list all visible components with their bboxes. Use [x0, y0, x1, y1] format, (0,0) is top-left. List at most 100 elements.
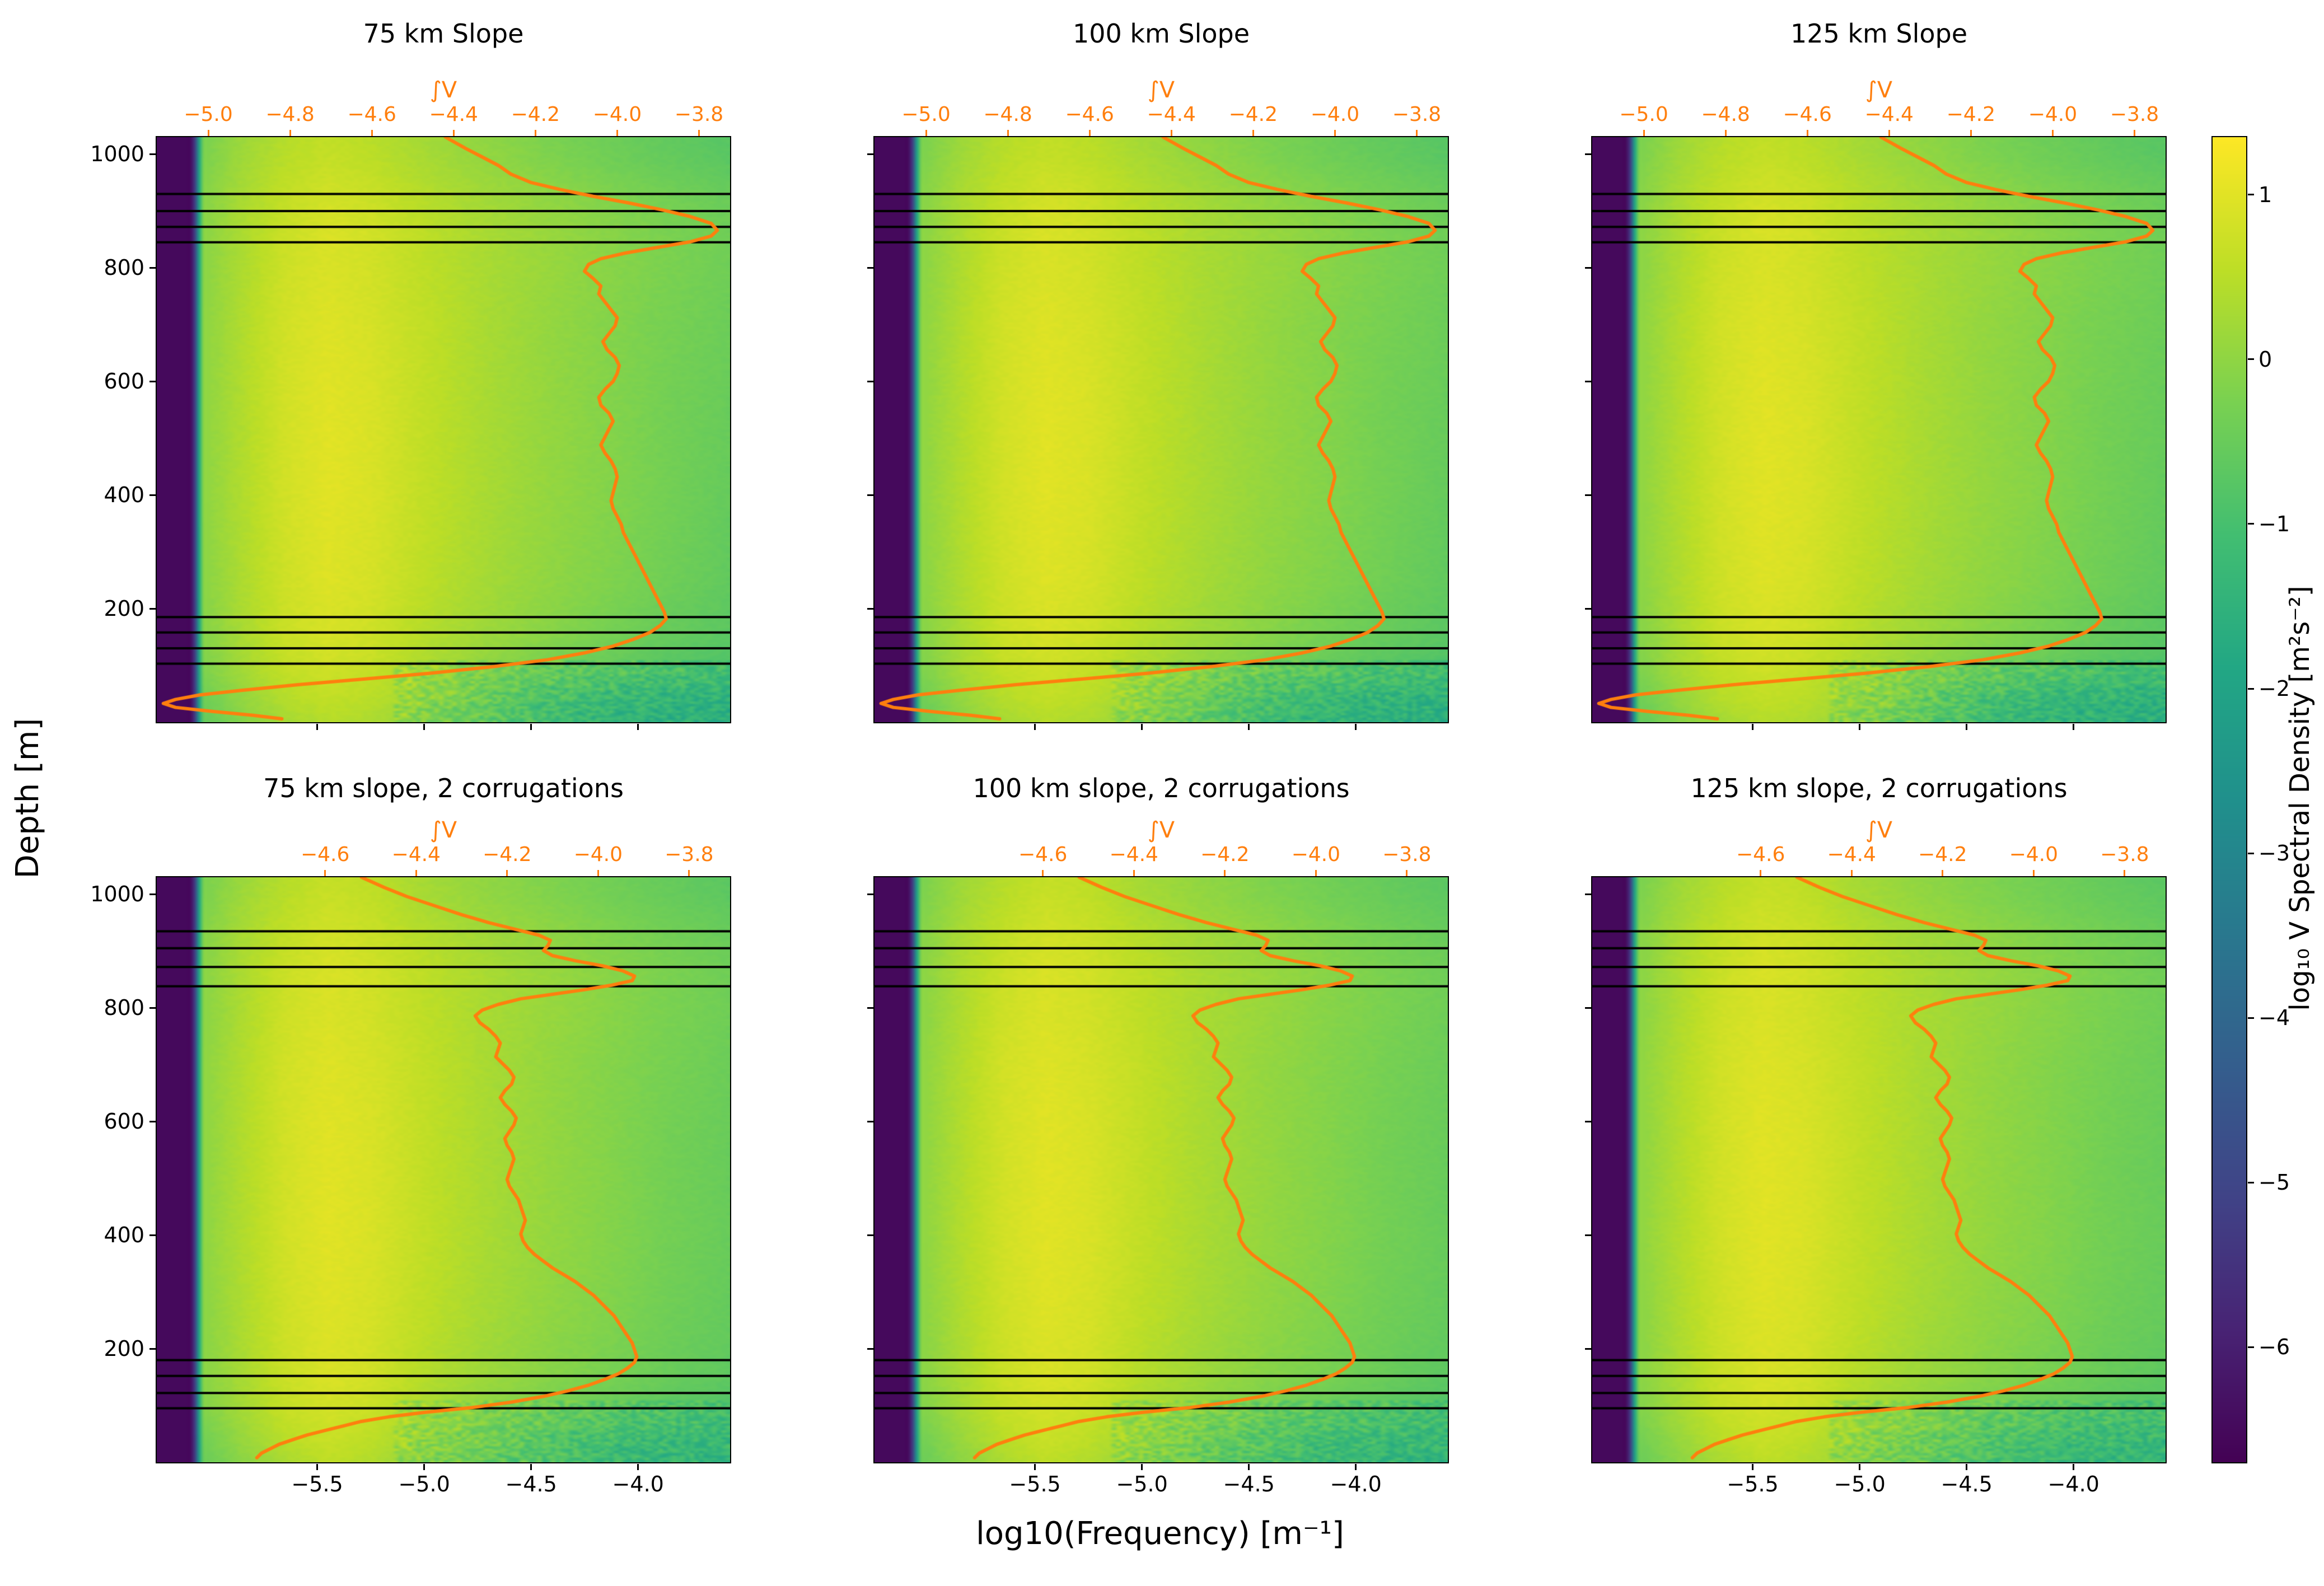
- top-tick-mark: [1724, 129, 1727, 136]
- top-tick-label: −3.8: [674, 103, 724, 126]
- x-tick-mark: [637, 723, 639, 730]
- colorbar-tick-mark: [2247, 852, 2254, 854]
- x-tick-label: −4.0: [2047, 1472, 2099, 1496]
- x-tick-mark: [1034, 723, 1036, 730]
- top-tick-mark: [688, 869, 690, 876]
- y-tick-label: 800: [104, 255, 144, 280]
- top-tick-label: −4.6: [1065, 103, 1114, 126]
- top-tick-label: −4.2: [511, 103, 560, 126]
- top-tick-label: −4.0: [573, 843, 623, 866]
- integral-v-axis-label: ∫V: [1865, 817, 1893, 843]
- y-tick-label: 200: [104, 596, 144, 621]
- panel-4: 75 km slope, 2 corrugations ∫V −4.6 −4.4 −4.…: [90, 775, 731, 1495]
- x-tick-mark: [2073, 723, 2075, 730]
- x-tick-label: −5.5: [1727, 1472, 1779, 1496]
- y-tick-mark: [1584, 153, 1591, 155]
- x-tick-mark: [1141, 1463, 1143, 1470]
- x-tick-label: −5.0: [398, 1472, 450, 1496]
- colorbar-tick-mark: [2247, 1346, 2254, 1348]
- y-tick-mark: [149, 266, 156, 269]
- top-tick-mark: [1888, 129, 1890, 136]
- top-tick-mark: [2133, 129, 2135, 136]
- y-tick-mark: [149, 1234, 156, 1236]
- y-tick-mark: [867, 607, 873, 610]
- top-tick-label: −4.2: [1228, 103, 1278, 126]
- top-tick-label: −4.6: [1018, 843, 1068, 866]
- top-tick-label: −4.8: [1701, 103, 1750, 126]
- top-tick-label: −4.0: [1310, 103, 1360, 126]
- top-tick-mark: [1133, 869, 1135, 876]
- panel-title: 75 km slope, 2 corrugations: [263, 773, 624, 803]
- colorbar-tick-label: −2: [2258, 676, 2290, 701]
- top-tick-mark: [1942, 869, 1944, 876]
- panel-1: 75 km Slope ∫V −5.0 −4.8 −4.6 −4.4 −4.2 −4.0 −3.…: [90, 21, 731, 730]
- top-tick-mark: [1970, 129, 1972, 136]
- x-tick-label: −4.0: [612, 1472, 664, 1496]
- y-tick-mark: [867, 1234, 873, 1236]
- top-tick-label: −4.6: [300, 843, 350, 866]
- x-tick-mark: [1248, 723, 1250, 730]
- top-tick-mark: [1850, 869, 1853, 876]
- colorbar-tick-label: −6: [2258, 1335, 2290, 1360]
- top-tick-mark: [597, 869, 599, 876]
- panel-2: 100 km Slope ∫V −5.0 −4.8 −4.6 −4.4 −4.2 −4.0 −3…: [867, 21, 1449, 730]
- colorbar-tick-label: −5: [2258, 1170, 2290, 1195]
- top-tick-label: −4.2: [1946, 103, 1996, 126]
- top-tick-mark: [1406, 869, 1408, 876]
- integral-v-axis-label: ∫V: [429, 77, 457, 103]
- top-tick-label: −3.8: [2100, 843, 2149, 866]
- colorbar-tick-mark: [2247, 1017, 2254, 1019]
- y-tick-mark: [149, 893, 156, 895]
- x-tick-mark: [1966, 1463, 1968, 1470]
- top-tick-mark: [506, 869, 508, 876]
- y-tick-mark: [867, 1007, 873, 1009]
- top-tick-mark: [415, 869, 417, 876]
- top-tick-mark: [324, 869, 326, 876]
- x-tick-label: −5.5: [291, 1472, 343, 1496]
- x-tick-mark: [1248, 1463, 1250, 1470]
- y-tick-mark: [1584, 380, 1591, 382]
- top-tick-mark: [1224, 869, 1226, 876]
- panel-title: 100 km Slope: [1072, 18, 1250, 49]
- integral-v-axis-label: ∫V: [429, 817, 457, 843]
- y-tick-mark: [1584, 266, 1591, 269]
- top-tick-label: −4.4: [1864, 103, 1914, 126]
- y-tick-mark: [867, 266, 873, 269]
- y-tick-mark: [867, 153, 873, 155]
- x-tick-mark: [316, 1463, 319, 1470]
- top-tick-mark: [1252, 129, 1254, 136]
- top-tick-label: −4.4: [1827, 843, 1876, 866]
- top-tick-label: −4.4: [429, 103, 478, 126]
- y-tick-mark: [867, 494, 873, 496]
- x-tick-mark: [1034, 1463, 1036, 1470]
- y-tick-label: 1000: [90, 142, 144, 167]
- colorbar-tick-label: −4: [2258, 1005, 2290, 1031]
- x-tick-mark: [1859, 723, 1861, 730]
- top-tick-label: −4.4: [1147, 103, 1196, 126]
- top-tick-mark: [2051, 129, 2054, 136]
- y-tick-mark: [867, 893, 873, 895]
- x-tick-mark: [1141, 723, 1143, 730]
- top-tick-label: −4.0: [1291, 843, 1341, 866]
- top-tick-label: −4.6: [1736, 843, 1785, 866]
- ylabel: Depth [m]: [10, 718, 46, 879]
- top-tick-mark: [698, 129, 700, 136]
- top-tick-label: −3.8: [2110, 103, 2159, 126]
- y-tick-mark: [149, 1348, 156, 1350]
- x-tick-mark: [1355, 723, 1357, 730]
- colorbar-tick-label: −1: [2258, 511, 2290, 536]
- y-tick-mark: [1584, 494, 1591, 496]
- x-tick-label: −4.5: [1940, 1472, 1993, 1496]
- y-tick-mark: [1584, 1007, 1591, 1009]
- colorbar-tick-label: −3: [2258, 841, 2290, 866]
- heatmap-canvas: [875, 137, 1448, 722]
- y-tick-mark: [867, 1348, 873, 1350]
- x-tick-label: −4.5: [1223, 1472, 1275, 1496]
- top-tick-mark: [1806, 129, 1808, 136]
- top-tick-mark: [207, 129, 209, 136]
- top-tick-mark: [534, 129, 536, 136]
- heatmap-canvas: [1592, 137, 2166, 722]
- top-tick-label: −4.2: [1200, 843, 1250, 866]
- top-tick-mark: [1088, 129, 1091, 136]
- colorbar-tick-mark: [2247, 194, 2254, 196]
